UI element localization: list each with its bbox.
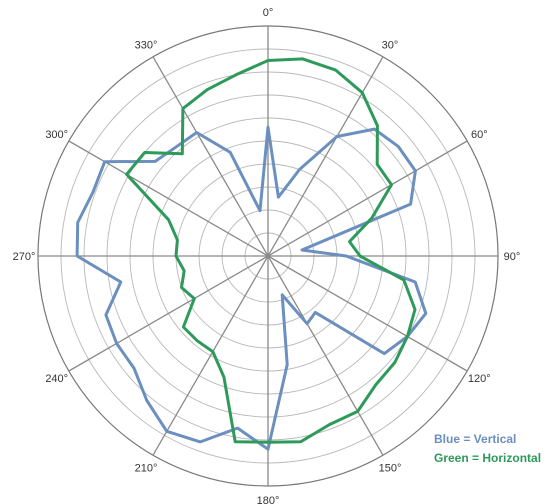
legend-item-vertical: Blue = Vertical xyxy=(434,432,516,446)
angle-tick-label: 210° xyxy=(135,462,158,474)
grid-spoke xyxy=(152,255,269,456)
angle-tick-label: 150° xyxy=(379,462,402,474)
angle-tick-labels: 0° 30° 60° 90° 120° 150° 180° 210° 240° 270° 300° 3… xyxy=(13,7,521,504)
angle-tick-label: 330° xyxy=(135,40,158,52)
legend: Blue = Vertical Green = Horizontal xyxy=(434,432,541,465)
angle-tick-label: 300° xyxy=(45,129,68,141)
angle-tick-label: 120° xyxy=(468,373,491,385)
angle-tick-label: 0° xyxy=(263,7,274,19)
grid-spoke xyxy=(68,255,269,372)
polar-grid xyxy=(37,25,499,487)
angle-tick-label: 90° xyxy=(504,251,521,263)
series-line-vertical xyxy=(75,125,428,451)
series-line-horizontal xyxy=(125,57,417,444)
legend-item-horizontal: Green = Horizontal xyxy=(434,451,541,465)
grid-spoke xyxy=(267,56,384,257)
grid-spoke xyxy=(267,140,468,257)
angle-tick-label: 240° xyxy=(45,373,68,385)
grid-spoke xyxy=(267,255,468,372)
angle-tick-label: 180° xyxy=(257,495,280,504)
grid-spoke xyxy=(68,140,269,257)
series-layer xyxy=(75,57,428,451)
angle-tick-label: 270° xyxy=(13,251,36,263)
angle-tick-label: 60° xyxy=(471,129,488,141)
grid-spoke xyxy=(152,56,269,257)
grid-spoke xyxy=(267,255,384,456)
angle-tick-label: 30° xyxy=(382,40,399,52)
